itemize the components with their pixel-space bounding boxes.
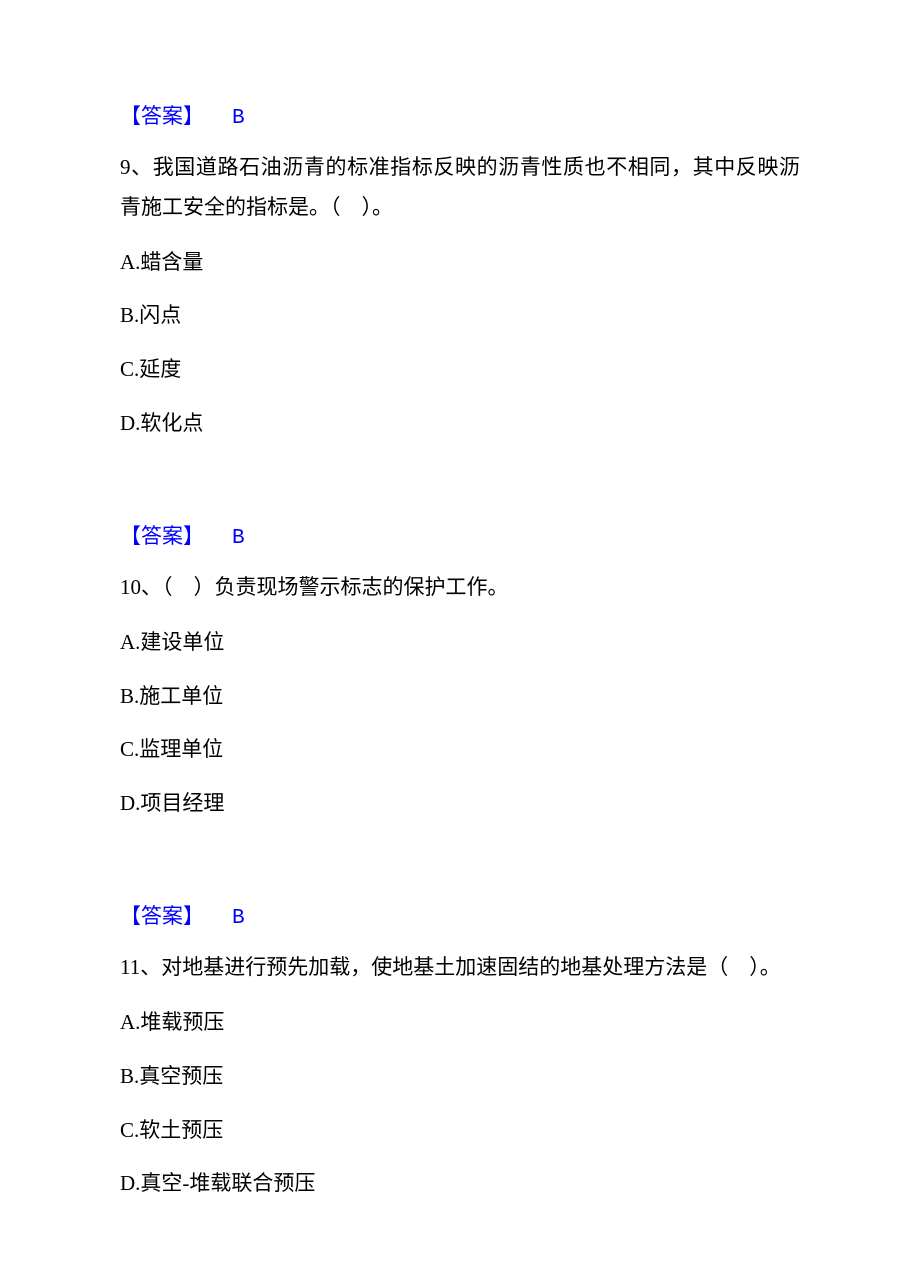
option-a: A.蜡含量 <box>120 246 800 280</box>
option-b: B.施工单位 <box>120 680 800 714</box>
option-c: C.延度 <box>120 353 800 387</box>
option-a: A.建设单位 <box>120 626 800 660</box>
question-text: 10、（ ）负责现场警示标志的保护工作。 <box>120 568 800 608</box>
answer-line: 【答案】 B <box>120 520 800 550</box>
option-c: C.软土预压 <box>120 1114 800 1148</box>
option-a: A.堆载预压 <box>120 1006 800 1040</box>
answer-label: 【答案】 <box>120 904 204 928</box>
answer-letter: B <box>232 527 245 550</box>
page-container: 【答案】 B 9、我国道路石油沥青的标准指标反映的沥青性质也不相同，其中反映沥青… <box>0 0 920 1281</box>
option-b: B.闪点 <box>120 299 800 333</box>
answer-line: 【答案】 B <box>120 100 800 130</box>
option-d: D.项目经理 <box>120 787 800 821</box>
question-text: 9、我国道路石油沥青的标准指标反映的沥青性质也不相同，其中反映沥青施工安全的指标… <box>120 148 800 228</box>
answer-label: 【答案】 <box>120 104 204 128</box>
option-d: D.软化点 <box>120 407 800 441</box>
option-c: C.监理单位 <box>120 733 800 767</box>
answer-label: 【答案】 <box>120 524 204 548</box>
option-d: D.真空-堆载联合预压 <box>120 1167 800 1201</box>
option-b: B.真空预压 <box>120 1060 800 1094</box>
block-gap <box>120 840 800 900</box>
question-text: 11、对地基进行预先加载，使地基土加速固结的地基处理方法是（ ）。 <box>120 948 800 988</box>
answer-letter: B <box>232 907 245 930</box>
answer-line: 【答案】 B <box>120 900 800 930</box>
answer-letter: B <box>232 107 245 130</box>
block-gap <box>120 460 800 520</box>
